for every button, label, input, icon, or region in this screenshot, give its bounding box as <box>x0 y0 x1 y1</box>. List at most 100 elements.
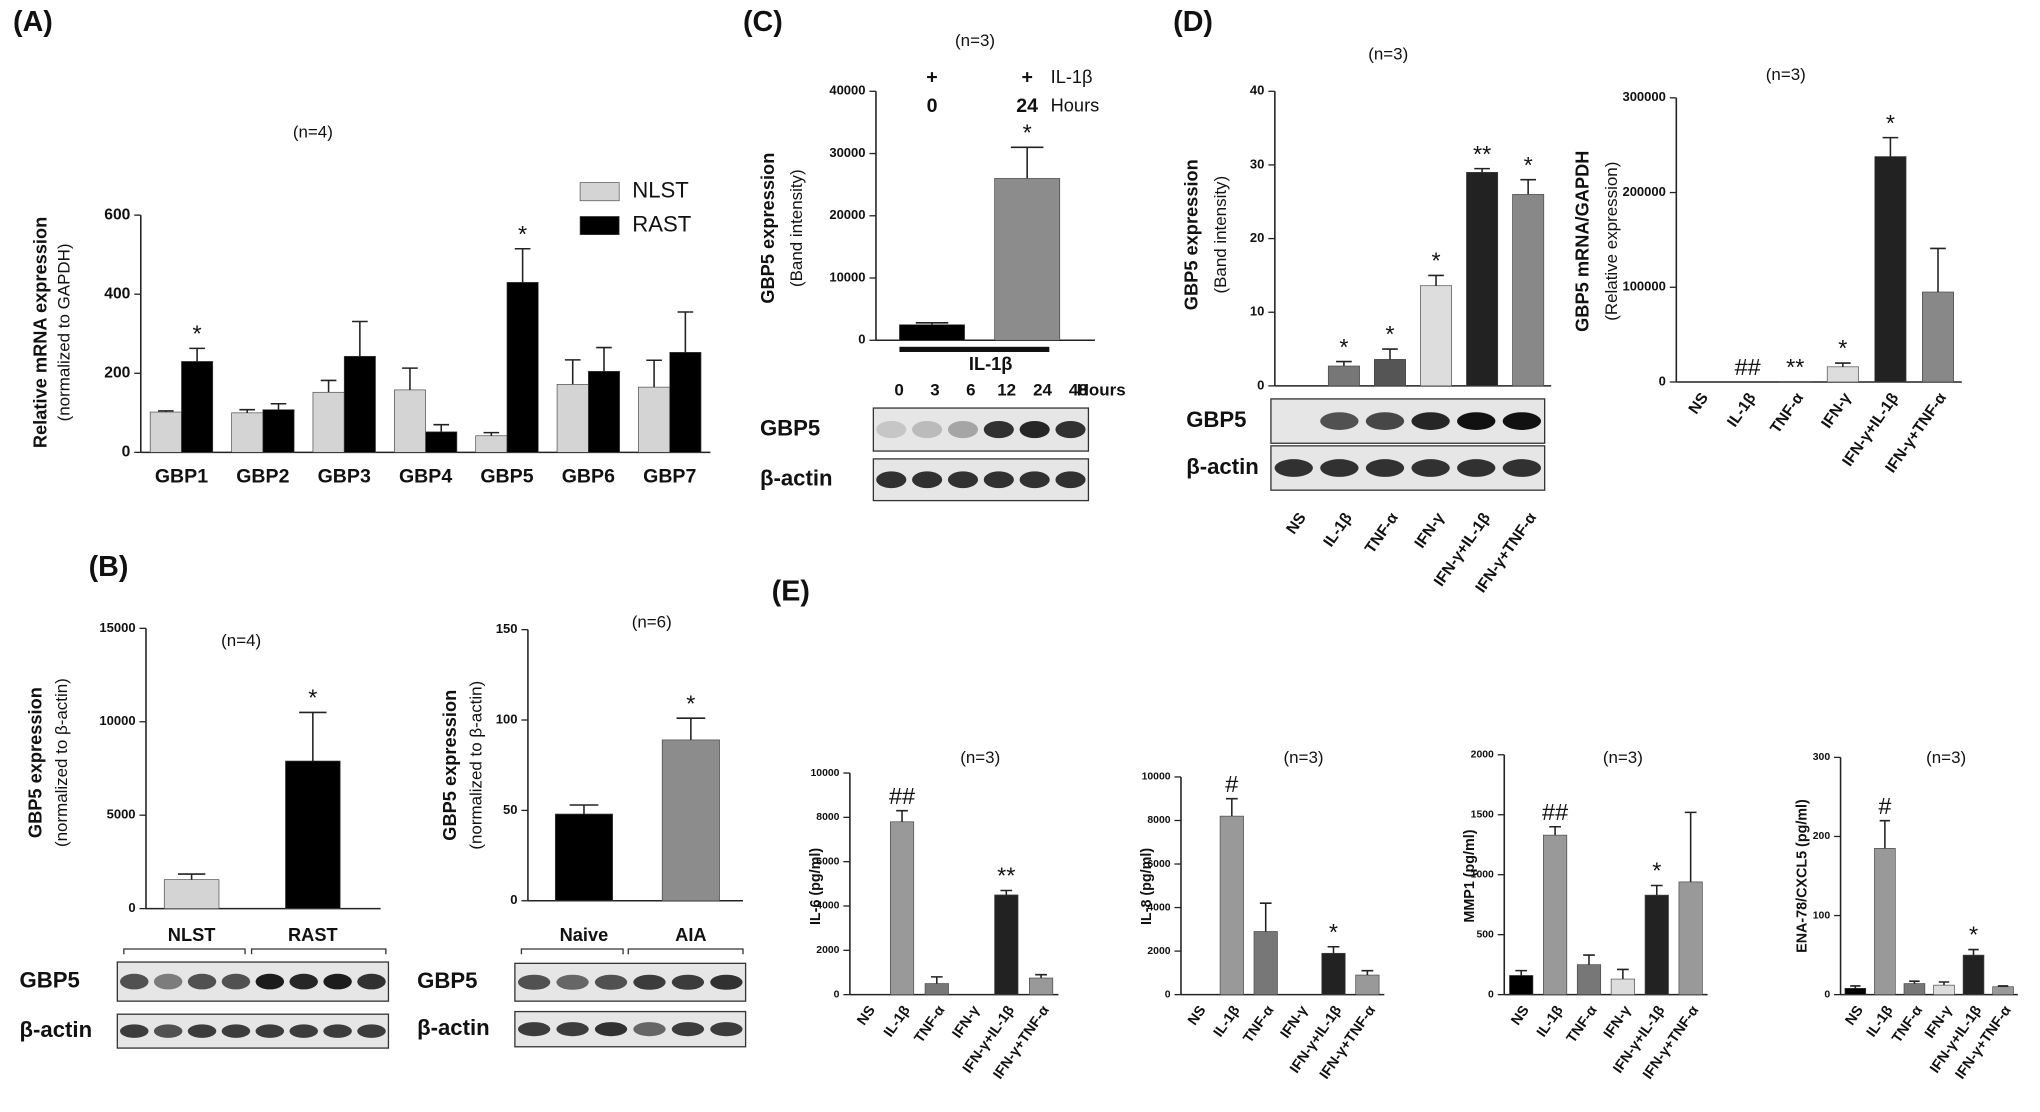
blot-band <box>594 1022 628 1037</box>
y-tick-label: 400 <box>104 285 130 302</box>
blot-band <box>876 420 907 439</box>
bar <box>1678 881 1703 995</box>
y-tick-label: 100000 <box>1622 279 1665 294</box>
blot-row-label: β-actin <box>1186 454 1259 479</box>
error-bar <box>1327 945 1340 954</box>
error-bar <box>1968 948 1979 956</box>
error-bar <box>320 379 337 393</box>
blot-lane-label: 6 <box>966 381 975 400</box>
treatment-bar <box>899 346 1050 352</box>
significance-mark: ** <box>1473 141 1491 167</box>
y-tick-label: 4000 <box>816 901 839 912</box>
bar <box>1826 366 1859 383</box>
bar <box>556 384 589 453</box>
error-bar <box>915 322 949 325</box>
chart-title: (n=3) <box>1368 44 1408 63</box>
blot-band <box>120 1024 149 1038</box>
x-tick-label: TNF-α <box>1362 510 1402 557</box>
x-tick-label: NS <box>1842 1003 1867 1028</box>
blot-band <box>1019 420 1050 439</box>
error-bar <box>596 346 612 372</box>
error-bar <box>299 711 327 761</box>
blot-band <box>1457 412 1496 430</box>
chart-title: (n=3) <box>1926 748 1966 767</box>
treatment-mark: + <box>926 66 937 88</box>
error-bar <box>564 359 581 385</box>
bar <box>1219 815 1244 995</box>
x-tick-label: TNF-α <box>1240 1003 1277 1046</box>
bar <box>1355 974 1380 995</box>
blot-treatment: IL-1β <box>969 353 1013 374</box>
chart-title: (n=3) <box>1284 748 1324 767</box>
legend-swatch <box>579 182 620 202</box>
y-axis-label: (Band intensity) <box>787 169 806 287</box>
significance-mark: * <box>1838 335 1847 361</box>
y-tick-label: 10000 <box>811 768 840 779</box>
significance-mark: * <box>1524 152 1533 178</box>
y-tick-label: 0 <box>858 332 865 347</box>
legend-swatch <box>579 216 620 236</box>
y-axis-label: Relative mRNA expression <box>30 217 51 448</box>
significance-mark: * <box>308 685 317 711</box>
y-tick-label: 1500 <box>1471 809 1494 820</box>
legend-label: RAST <box>632 211 692 236</box>
y-axis-label: (Band intensity) <box>1211 176 1230 294</box>
x-tick-label: GBP7 <box>643 465 696 487</box>
bar <box>262 409 295 453</box>
blot-band <box>876 471 907 489</box>
x-tick-label: TNF-α <box>1767 390 1807 437</box>
blot-band <box>671 974 705 990</box>
bar <box>343 355 376 453</box>
error-bar <box>352 320 368 357</box>
y-tick-label: 30000 <box>829 145 865 160</box>
bar <box>163 879 220 909</box>
error-bar <box>930 976 943 984</box>
significance-mark: ## <box>1542 799 1568 825</box>
y-tick-label: 300 <box>1813 752 1831 763</box>
blot-strip <box>514 1010 747 1048</box>
x-tick-label: IL-1β <box>1724 390 1760 431</box>
bar <box>1420 285 1453 387</box>
error-bar <box>402 367 418 390</box>
blot-band <box>1055 471 1086 489</box>
y-axis-label: GBP5 expression <box>1181 159 1202 310</box>
x-tick-label: IL-1β <box>881 1003 914 1040</box>
blot-band <box>1320 412 1359 430</box>
blot-strip <box>1270 398 1546 444</box>
blot-band <box>710 1022 743 1037</box>
error-bar <box>896 809 908 822</box>
x-tick-label: TNF-α <box>1889 1003 1926 1046</box>
blot-band <box>187 973 217 990</box>
y-tick-label: 8000 <box>816 812 839 823</box>
y-axis-label: GBP5 expression <box>24 687 45 838</box>
error-bar <box>1474 167 1490 173</box>
bar <box>1374 359 1406 387</box>
error-bar <box>1520 178 1536 195</box>
bracket <box>520 948 624 955</box>
y-tick-label: 0 <box>122 443 131 460</box>
blot-row-label: β-actin <box>20 1017 93 1042</box>
blot-lane-label: 48 <box>1069 381 1088 400</box>
bar <box>1509 975 1534 995</box>
blot-band <box>1320 459 1359 477</box>
bar <box>1512 194 1545 387</box>
bar <box>393 389 426 453</box>
error-bar <box>189 347 205 362</box>
y-tick-label: 50 <box>503 802 517 817</box>
bar <box>669 352 702 453</box>
x-tick-label: Naive <box>560 924 609 945</box>
blot-band <box>912 471 943 489</box>
y-axis-label: GBP5 mRNA/GAPDH <box>1572 151 1593 332</box>
blot-band <box>1502 459 1542 477</box>
blot-band <box>1055 420 1086 439</box>
blot-band <box>255 973 285 990</box>
blot-band <box>1274 459 1313 477</box>
blot-lane-label: 12 <box>997 381 1016 400</box>
y-tick-label: 2000 <box>816 945 839 956</box>
blot-strip <box>872 458 1090 502</box>
significance-mark: ** <box>997 863 1015 889</box>
y-tick-label: 10000 <box>829 269 865 284</box>
significance-mark: * <box>686 690 695 716</box>
y-tick-label: 0 <box>1257 377 1264 392</box>
chart-title: (n=3) <box>1603 748 1643 767</box>
